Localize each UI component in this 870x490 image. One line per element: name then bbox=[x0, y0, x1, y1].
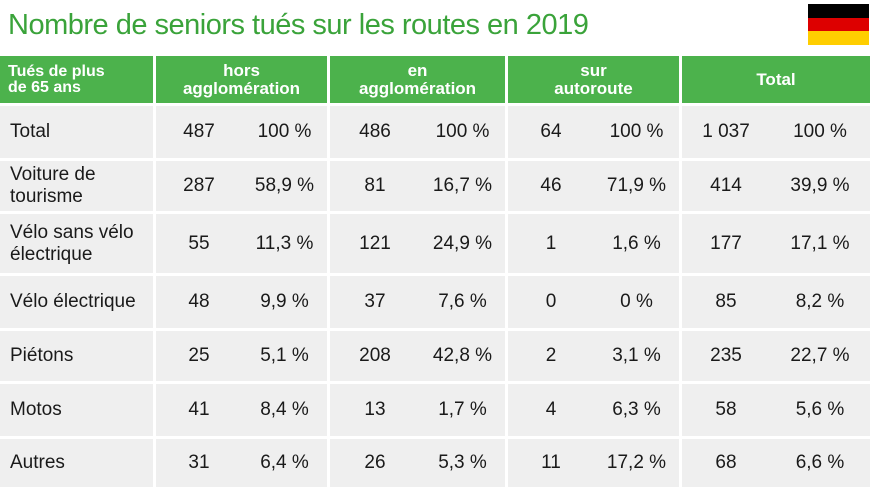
count-cell: 41 bbox=[156, 384, 242, 439]
percent-cell: 3,1 % bbox=[594, 331, 682, 384]
percent-cell: 100 % bbox=[420, 106, 508, 161]
row-label: Vélo électrique bbox=[0, 276, 156, 331]
count-cell: 121 bbox=[330, 214, 420, 276]
row-label: Total bbox=[0, 106, 156, 161]
count-cell: 208 bbox=[330, 331, 420, 384]
count-cell: 68 bbox=[682, 439, 770, 490]
page-title: Nombre de seniors tués sur les routes en… bbox=[8, 9, 589, 41]
percent-cell: 5,1 % bbox=[242, 331, 330, 384]
percent-cell: 6,6 % bbox=[770, 439, 870, 490]
count-cell: 487 bbox=[156, 106, 242, 161]
flag-stripe-black bbox=[808, 4, 869, 18]
percent-cell: 24,9 % bbox=[420, 214, 508, 276]
count-cell: 37 bbox=[330, 276, 420, 331]
count-cell: 0 bbox=[508, 276, 594, 331]
percent-cell: 6,4 % bbox=[242, 439, 330, 490]
header-group: en agglomération bbox=[330, 56, 508, 106]
count-cell: 2 bbox=[508, 331, 594, 384]
percent-cell: 8,2 % bbox=[770, 276, 870, 331]
percent-cell: 71,9 % bbox=[594, 161, 682, 214]
percent-cell: 22,7 % bbox=[770, 331, 870, 384]
percent-cell: 5,3 % bbox=[420, 439, 508, 490]
percent-cell: 100 % bbox=[594, 106, 682, 161]
count-cell: 177 bbox=[682, 214, 770, 276]
count-cell: 11 bbox=[508, 439, 594, 490]
percent-cell: 0 % bbox=[594, 276, 682, 331]
count-cell: 81 bbox=[330, 161, 420, 214]
percent-cell: 58,9 % bbox=[242, 161, 330, 214]
count-cell: 1 037 bbox=[682, 106, 770, 161]
row-label: Motos bbox=[0, 384, 156, 439]
percent-cell: 39,9 % bbox=[770, 161, 870, 214]
header-row-label: Tués de plus de 65 ans bbox=[0, 56, 156, 106]
percent-cell: 16,7 % bbox=[420, 161, 508, 214]
percent-cell: 17,1 % bbox=[770, 214, 870, 276]
row-label: Autres bbox=[0, 439, 156, 490]
percent-cell: 1,7 % bbox=[420, 384, 508, 439]
header-group: Total bbox=[682, 56, 870, 106]
percent-cell: 8,4 % bbox=[242, 384, 330, 439]
percent-cell: 1,6 % bbox=[594, 214, 682, 276]
percent-cell: 6,3 % bbox=[594, 384, 682, 439]
count-cell: 13 bbox=[330, 384, 420, 439]
row-label: Piétons bbox=[0, 331, 156, 384]
percent-cell: 100 % bbox=[770, 106, 870, 161]
count-cell: 85 bbox=[682, 276, 770, 331]
count-cell: 414 bbox=[682, 161, 770, 214]
row-label: Vélo sans vélo électrique bbox=[0, 214, 156, 276]
percent-cell: 11,3 % bbox=[242, 214, 330, 276]
flag-stripe-gold bbox=[808, 31, 869, 45]
percent-cell: 17,2 % bbox=[594, 439, 682, 490]
percent-cell: 5,6 % bbox=[770, 384, 870, 439]
flag-stripe-red bbox=[808, 17, 869, 32]
count-cell: 4 bbox=[508, 384, 594, 439]
row-label: Voiture de tourisme bbox=[0, 161, 156, 214]
statistics-table: Tués de plus de 65 ans hors agglomération en… bbox=[0, 56, 870, 490]
count-cell: 48 bbox=[156, 276, 242, 331]
count-cell: 55 bbox=[156, 214, 242, 276]
count-cell: 486 bbox=[330, 106, 420, 161]
count-cell: 235 bbox=[682, 331, 770, 384]
count-cell: 25 bbox=[156, 331, 242, 384]
percent-cell: 100 % bbox=[242, 106, 330, 161]
count-cell: 46 bbox=[508, 161, 594, 214]
percent-cell: 7,6 % bbox=[420, 276, 508, 331]
percent-cell: 9,9 % bbox=[242, 276, 330, 331]
header-group: sur autoroute bbox=[508, 56, 682, 106]
germany-flag-icon bbox=[808, 4, 869, 45]
count-cell: 1 bbox=[508, 214, 594, 276]
count-cell: 58 bbox=[682, 384, 770, 439]
count-cell: 31 bbox=[156, 439, 242, 490]
header-group: hors agglomération bbox=[156, 56, 330, 106]
percent-cell: 42,8 % bbox=[420, 331, 508, 384]
count-cell: 64 bbox=[508, 106, 594, 161]
count-cell: 287 bbox=[156, 161, 242, 214]
count-cell: 26 bbox=[330, 439, 420, 490]
